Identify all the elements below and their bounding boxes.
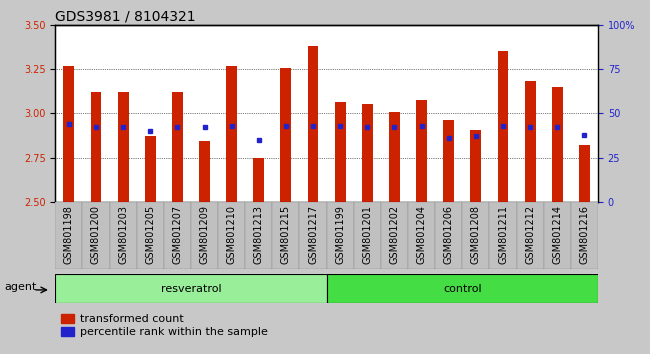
Bar (327, 274, 598, 303)
Bar (226, 67, 237, 202)
Text: GSM801217: GSM801217 (308, 205, 318, 264)
Text: GSM801205: GSM801205 (145, 205, 155, 264)
Bar (55, 274, 326, 303)
Bar (172, 92, 183, 202)
Bar (199, 141, 210, 202)
Text: GSM801198: GSM801198 (64, 205, 74, 264)
Bar (436, 202, 462, 269)
Bar (389, 112, 400, 202)
Bar (462, 202, 489, 269)
Bar (145, 136, 155, 202)
Bar (525, 81, 536, 202)
Text: GSM801211: GSM801211 (498, 205, 508, 264)
Text: GSM801212: GSM801212 (525, 205, 535, 264)
Legend: transformed count, percentile rank within the sample: transformed count, percentile rank withi… (61, 314, 268, 337)
Bar (362, 104, 372, 202)
Bar (281, 68, 291, 202)
Bar (408, 202, 436, 269)
Bar (571, 202, 598, 269)
Text: GSM801210: GSM801210 (227, 205, 237, 264)
Text: GSM801199: GSM801199 (335, 205, 345, 264)
Text: GSM801203: GSM801203 (118, 205, 128, 264)
Text: GDS3981 / 8104321: GDS3981 / 8104321 (55, 10, 196, 24)
Bar (443, 120, 454, 202)
Text: GSM801215: GSM801215 (281, 205, 291, 264)
Bar (543, 202, 571, 269)
Bar (136, 202, 164, 269)
Bar (307, 46, 318, 202)
Bar (191, 202, 218, 269)
Text: GSM801209: GSM801209 (200, 205, 209, 264)
Text: GSM801207: GSM801207 (172, 205, 183, 264)
Bar (517, 202, 544, 269)
Bar (164, 202, 191, 269)
Bar (335, 102, 346, 202)
Bar (381, 202, 408, 269)
Bar (83, 202, 110, 269)
Bar (254, 159, 264, 202)
Bar (118, 92, 129, 202)
Text: GSM801208: GSM801208 (471, 205, 481, 264)
Bar (416, 100, 427, 202)
Bar (64, 67, 74, 202)
Text: GSM801213: GSM801213 (254, 205, 264, 264)
Bar (300, 202, 326, 269)
Bar (579, 145, 590, 202)
Bar (498, 51, 508, 202)
Text: control: control (443, 284, 482, 293)
Text: GSM801216: GSM801216 (579, 205, 590, 264)
Text: GSM801201: GSM801201 (362, 205, 372, 264)
Bar (218, 202, 245, 269)
Bar (245, 202, 272, 269)
Text: GSM801200: GSM801200 (91, 205, 101, 264)
Bar (272, 202, 300, 269)
Text: resveratrol: resveratrol (161, 284, 221, 293)
Text: GSM801204: GSM801204 (417, 205, 426, 264)
Text: GSM801202: GSM801202 (389, 205, 400, 264)
Bar (90, 92, 101, 202)
Text: GSM801206: GSM801206 (444, 205, 454, 264)
Bar (55, 202, 83, 269)
Bar (552, 87, 563, 202)
Bar (354, 202, 381, 269)
Bar (109, 202, 136, 269)
Bar (489, 202, 517, 269)
Bar (471, 130, 481, 202)
Bar (327, 202, 354, 269)
Text: GSM801214: GSM801214 (552, 205, 562, 264)
Text: agent: agent (5, 282, 37, 292)
